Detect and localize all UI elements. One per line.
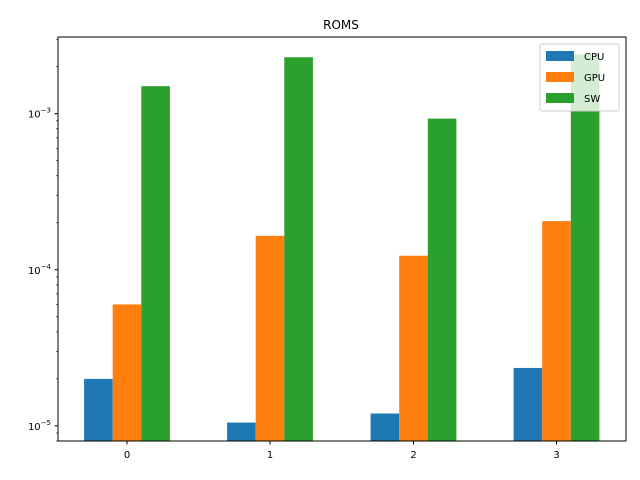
bar-gpu-1 bbox=[255, 235, 285, 441]
x-tick-label-1: 1 bbox=[267, 450, 273, 461]
legend-swatch-cpu bbox=[546, 51, 574, 61]
bar-sw-2 bbox=[427, 118, 457, 442]
legend-label-gpu: GPU bbox=[584, 73, 605, 84]
bar-cpu-1 bbox=[227, 422, 256, 441]
bar-sw-3 bbox=[570, 54, 600, 441]
legend-swatch-gpu bbox=[546, 72, 574, 82]
legend-swatch-sw bbox=[546, 93, 574, 103]
axes-layer: 0 1 2 3 10−5 10−4 10−3 bbox=[28, 36, 627, 461]
bar-gpu-2 bbox=[399, 255, 428, 441]
bar-cpu-0 bbox=[84, 378, 113, 441]
y-tick-label-1: 10−4 bbox=[28, 263, 52, 277]
bar-sw-1 bbox=[284, 57, 313, 441]
legend-label-sw: SW bbox=[584, 94, 600, 105]
y-tick-label-2: 10−3 bbox=[28, 107, 51, 121]
bar-gpu-0 bbox=[112, 304, 142, 441]
bar-cpu-2 bbox=[370, 413, 400, 441]
x-tick-label-3: 3 bbox=[553, 450, 559, 461]
bar-gpu-3 bbox=[542, 221, 571, 441]
bar-sw-0 bbox=[141, 86, 170, 442]
chart-title: ROMS bbox=[323, 18, 359, 32]
bars-layer bbox=[84, 54, 600, 442]
bar-cpu-3 bbox=[513, 367, 543, 441]
legend-label-cpu: CPU bbox=[584, 52, 604, 63]
legend: CPU GPU SW bbox=[539, 43, 620, 112]
x-tick-label-2: 2 bbox=[410, 450, 416, 461]
x-tick-label-0: 0 bbox=[124, 450, 130, 461]
y-tick-label-0: 10−5 bbox=[28, 419, 51, 433]
plot-frame bbox=[57, 36, 627, 442]
